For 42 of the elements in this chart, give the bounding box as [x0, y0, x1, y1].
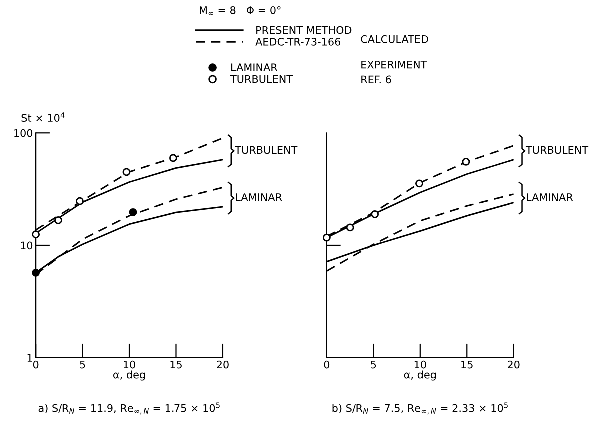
- x-tick-label: 5: [371, 360, 376, 369]
- point: [346, 224, 354, 232]
- point: [54, 216, 62, 224]
- legend-label: PRESENT METHOD: [256, 26, 352, 34]
- text: CALCULATED: [361, 35, 428, 44]
- point: [129, 208, 138, 216]
- point: [32, 268, 40, 277]
- x-tick-label: 20: [508, 360, 520, 369]
- chart-title: M$_{∞}$ = 8 Φ = 0°: [200, 6, 281, 16]
- point: [76, 197, 84, 206]
- y-axis-title: St × 10$^{4}$: [22, 112, 65, 122]
- point: [322, 234, 331, 242]
- text: TURBULENT: [235, 146, 298, 154]
- text: a) S/R$_{N}$ = 11.9, Re$_{∞,N}$ = 1.75 × 10$^{5}$: [38, 402, 220, 415]
- point: [371, 210, 380, 218]
- text: LAMINAR: [527, 194, 574, 202]
- x-tick-label: 5: [80, 360, 86, 369]
- legend-label: LAMINAR: [232, 64, 278, 72]
- legend-label: AEDC-TR-73-166: [256, 38, 341, 46]
- y-tick-label: 10: [21, 242, 33, 250]
- text: b) S/R$_{N}$ = 7.5, Re$_{∞,N}$ = 2.33 × 10$^{5}$: [332, 402, 508, 415]
- text: REF. 6: [362, 76, 392, 84]
- y-tick-label: 100: [14, 129, 33, 138]
- y-tick-label: 1: [28, 354, 32, 362]
- legend-label: TURBULENT: [230, 75, 294, 84]
- x-tick-label: 0: [33, 360, 39, 369]
- point: [416, 180, 424, 188]
- x-axis-title: α, deg: [404, 370, 436, 381]
- point: [122, 168, 131, 176]
- x-axis-title: α, deg: [114, 370, 146, 381]
- text: EXPERIMENT: [362, 61, 428, 69]
- x-tick-label: 15: [462, 360, 473, 369]
- point: [462, 158, 470, 166]
- x-tick-label: 10: [414, 360, 426, 369]
- point: [32, 230, 40, 239]
- x-tick-label: 0: [324, 360, 330, 369]
- text: TURBULENT: [526, 146, 589, 154]
- x-tick-label: 15: [170, 360, 182, 369]
- point: [169, 154, 178, 162]
- x-tick-label: 20: [217, 360, 229, 369]
- x-tick-label: 10: [124, 360, 136, 369]
- text: LAMINAR: [236, 194, 282, 202]
